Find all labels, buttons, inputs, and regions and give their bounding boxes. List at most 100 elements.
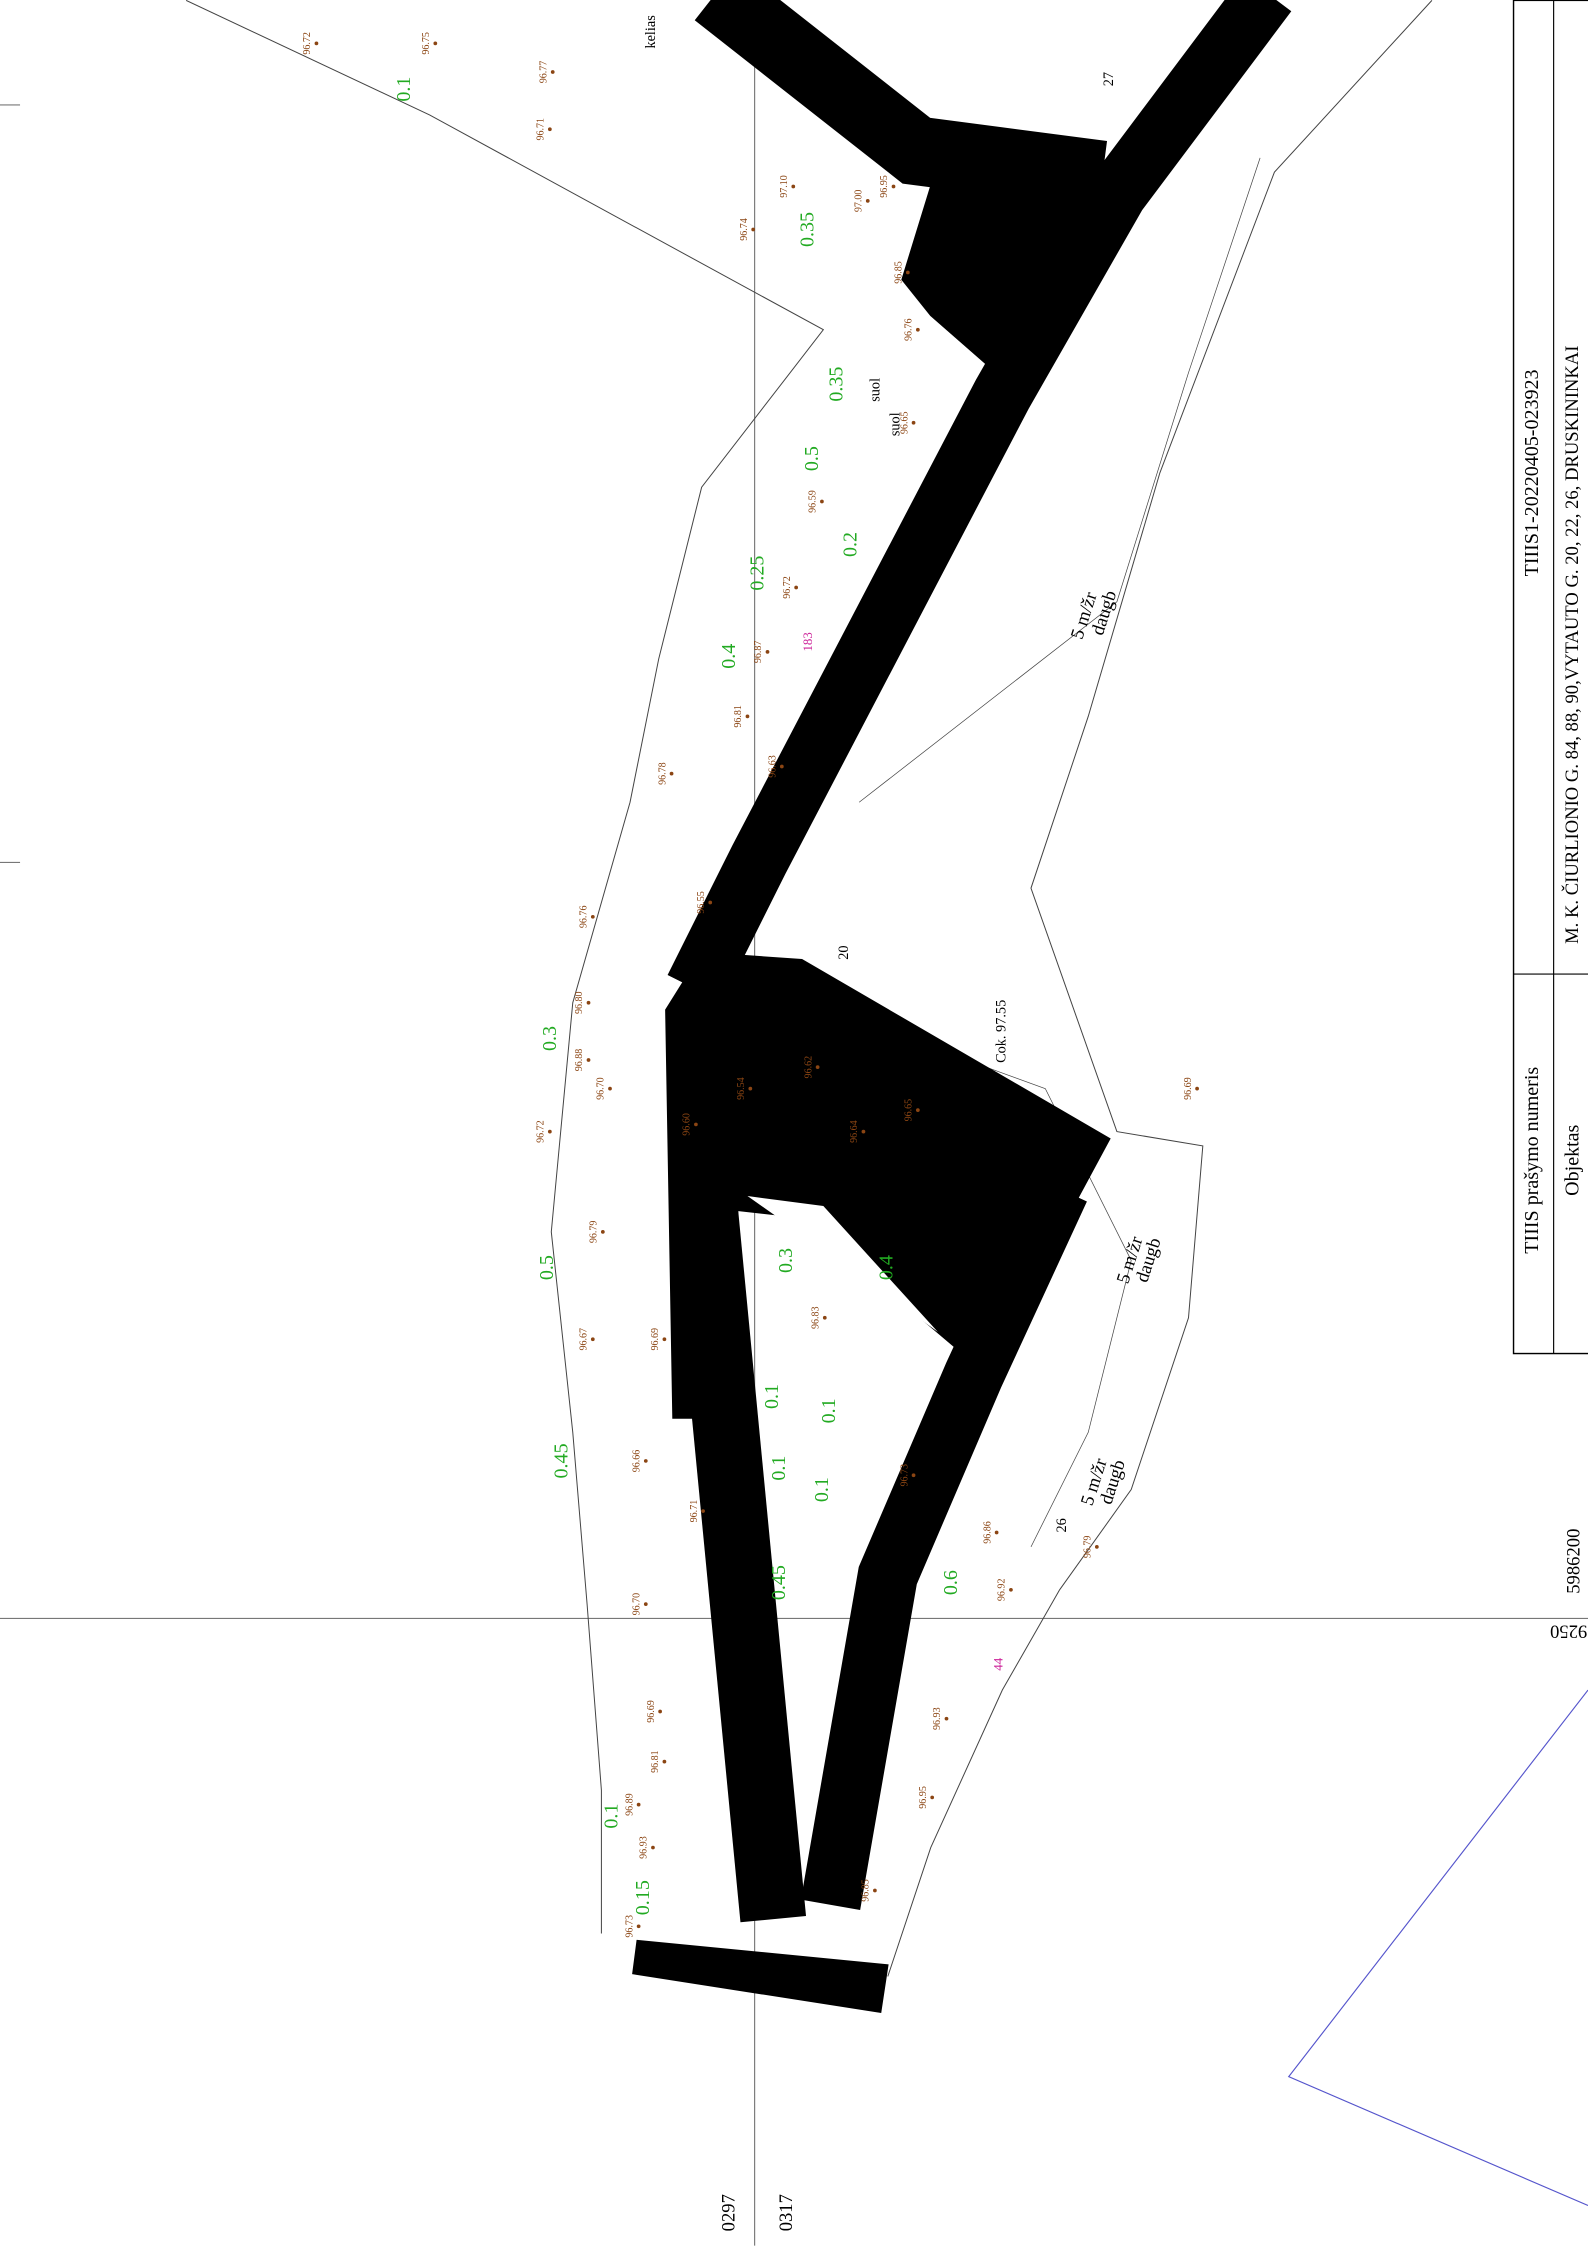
elevation-label: 96.71 <box>689 1500 700 1523</box>
road-area <box>901 171 1119 367</box>
road-leg <box>668 1171 807 1923</box>
elevation-label: 96.70 <box>632 1593 643 1616</box>
elevation-point <box>314 41 319 46</box>
elevation-point <box>550 70 555 74</box>
depth-label: 0.15 <box>632 1880 654 1915</box>
depth-label: 0.35 <box>825 367 847 402</box>
elevation-label: 96.55 <box>696 891 707 914</box>
title-value: M. K. ČIURLIONIO G. 84, 88, 90,VYTAUTO G… <box>1561 346 1583 944</box>
elevation-label: 96.65 <box>904 1099 915 1122</box>
elevation-point <box>662 1337 667 1342</box>
elevation-label: 96.80 <box>574 991 585 1014</box>
depth-label: 0.45 <box>550 1443 572 1478</box>
elevation-label: 96.54 <box>736 1077 747 1100</box>
elevation-point <box>779 764 784 769</box>
elevation-label: 96.69 <box>646 1700 657 1723</box>
road-branch <box>694 0 1108 210</box>
elevation-label: 96.69 <box>1183 1077 1194 1100</box>
elevation-point <box>547 1129 552 1134</box>
depth-label: 0.1 <box>600 1804 622 1829</box>
road <box>632 0 1292 2014</box>
elevation-label: 96.93 <box>932 1707 943 1730</box>
elevation-point <box>643 1602 648 1606</box>
coordinate-label: 5986200 <box>1563 1529 1584 1594</box>
elevation-label: 96.76 <box>579 906 590 929</box>
elevation-point <box>586 1058 591 1062</box>
parcel-boundary <box>1287 1689 1588 2207</box>
elevation-point <box>865 198 870 203</box>
elevation-point <box>608 1086 612 1091</box>
elevation-point <box>701 1509 705 1513</box>
title-label: Objektas <box>1561 1124 1583 1195</box>
depth-label: 0.5 <box>536 1255 558 1280</box>
depth-label: 0.5 <box>801 446 823 471</box>
depth-label: 0.3 <box>539 1026 561 1051</box>
survey-outline <box>887 0 1433 1977</box>
elevation-label: 96.72 <box>536 1120 547 1143</box>
elevation-label: 96.85 <box>861 1879 872 1902</box>
elevation-point <box>669 771 674 776</box>
elevation-label: 96.83 <box>810 1306 821 1329</box>
elevation-point <box>748 1086 753 1091</box>
elevation-label: 96.69 <box>650 1328 661 1351</box>
elevation-label: 96.65 <box>899 412 910 435</box>
elevation-point <box>911 1473 916 1478</box>
survey-outline <box>185 0 825 1934</box>
title-block <box>1512 0 1588 1355</box>
elevation-label: 96.63 <box>768 755 779 778</box>
elevation-label: 96.81 <box>733 705 744 728</box>
elevation-point <box>636 1802 641 1807</box>
elevation-point <box>911 420 916 425</box>
elevation-label: 97.00 <box>853 190 864 213</box>
elevation-label: 96.86 <box>982 1521 993 1544</box>
depth-label: 0.45 <box>768 1565 790 1600</box>
elevation-point <box>751 227 756 232</box>
road-leg <box>800 1176 1087 1910</box>
elevation-label: 96.92 <box>997 1579 1008 1602</box>
elevation-point <box>651 1845 655 1850</box>
elevation-label: 96.64 <box>849 1120 860 1143</box>
elevation-label: 96.89 <box>624 1793 635 1816</box>
annotation: 26 <box>1054 1518 1070 1532</box>
elevation-point <box>891 184 896 189</box>
depth-label: 0.4 <box>718 644 740 669</box>
elevation-point <box>590 1337 595 1342</box>
elevation-point <box>873 1888 877 1893</box>
elevation-point <box>590 914 595 919</box>
coordinate-label: 499250 <box>1550 1621 1588 1642</box>
elevation-label: 96.77 <box>538 61 549 84</box>
title-value: TIIIS1-20220405-023923 <box>1521 369 1543 576</box>
elevation-label: 96.66 <box>632 1450 643 1473</box>
road-main <box>667 0 1292 1002</box>
elevation-point <box>547 127 552 132</box>
elevation-point <box>600 1229 605 1234</box>
depth-label: 0.1 <box>393 77 415 102</box>
elevation-point <box>794 585 799 590</box>
coordinate-label: 0317 <box>776 2194 797 2231</box>
curb-line <box>858 157 1261 803</box>
elevation-label: 96.73 <box>624 1915 635 1938</box>
depth-label: 0.25 <box>747 556 769 591</box>
elevation-point <box>944 1716 949 1721</box>
elevation-label: 96.87 <box>753 641 764 664</box>
elevation-point <box>915 1108 920 1112</box>
elevation-label: 96.62 <box>803 1056 814 1079</box>
annotation: 27 <box>1101 72 1117 86</box>
elevation-point <box>708 900 713 905</box>
elevation-label: 96.76 <box>904 318 915 341</box>
elevation-label: 96.95 <box>879 175 890 198</box>
depth-label: 0.3 <box>775 1248 797 1273</box>
annotation: kelias <box>643 15 659 49</box>
elevation-point <box>662 1759 667 1764</box>
annotation: suol <box>888 412 904 436</box>
elevation-label: 96.81 <box>650 1750 661 1773</box>
elevation-label: 96.85 <box>894 261 905 284</box>
annotation: suol <box>868 378 884 402</box>
depth-label: 0.2 <box>840 532 862 557</box>
elevation-label: 96.78 <box>657 762 668 785</box>
coordinate-label: 0297 <box>719 2194 740 2231</box>
elevation-label: 96.93 <box>639 1836 650 1859</box>
elevation-point <box>1094 1544 1099 1549</box>
annotation: Cok. 97.55 <box>994 1000 1010 1063</box>
